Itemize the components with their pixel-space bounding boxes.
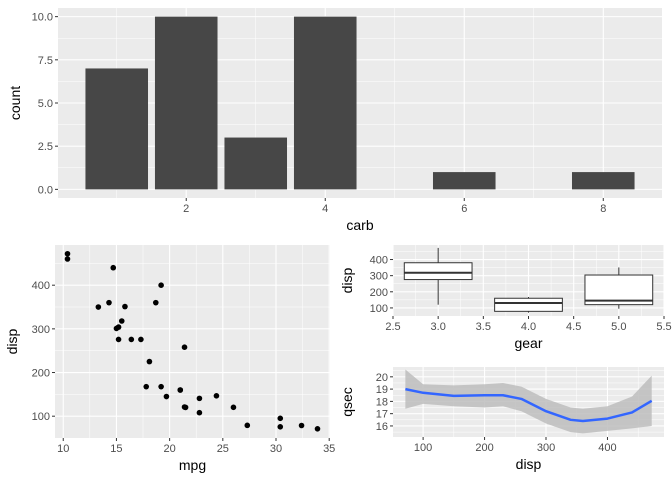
x-tick-label: 25 [217, 443, 229, 455]
point [158, 282, 164, 288]
point [113, 325, 120, 332]
panel-background [55, 245, 330, 438]
point [64, 256, 71, 262]
y-tick-label: 200 [370, 287, 388, 299]
y-axis-title: disp [339, 267, 355, 293]
point [143, 383, 150, 390]
y-tick-label: 17 [376, 409, 388, 421]
smooth-line [405, 387, 653, 423]
y-tick-label: 20 [376, 372, 388, 384]
y-tick-label: 400 [370, 255, 388, 267]
x-tick-label: 4.5 [566, 321, 581, 333]
y-tick-label: 7.5 [38, 55, 53, 67]
x-tick-label: 400 [598, 442, 616, 454]
x-tick-label: 5.0 [611, 321, 626, 333]
point [64, 250, 71, 257]
x-axis-title: gear [514, 335, 542, 351]
x-tick-label: 2 [183, 203, 189, 215]
x-tick-label: 20 [164, 443, 176, 455]
y-tick-label: 400 [32, 280, 50, 292]
x-tick-label: 6 [461, 203, 467, 215]
chart-2: 2.5 3.0 3.5 4.0 4.5 5.0 5.5 100 200 300 400 gear dis… [339, 245, 672, 351]
point [146, 358, 153, 365]
point [230, 404, 237, 411]
x-tick-label: 100 [414, 442, 432, 454]
x-axis-title: disp [516, 456, 542, 472]
y-tick-label: 200 [32, 368, 50, 380]
point [118, 318, 125, 324]
x-tick-label: 8 [600, 203, 606, 215]
bar [293, 16, 357, 190]
y-axis-title: count [7, 86, 23, 120]
point [163, 393, 170, 400]
bar [154, 16, 218, 190]
x-tick-label: 15 [110, 443, 122, 455]
point [128, 336, 135, 343]
x-tick-label: 3.0 [431, 321, 446, 333]
x-axis-title: mpg [179, 457, 206, 473]
y-tick-label: 0.0 [38, 184, 53, 196]
x-tick-label: 3.5 [476, 321, 491, 333]
point [244, 422, 251, 429]
point [181, 344, 188, 350]
point [106, 299, 112, 306]
point [95, 304, 102, 310]
chart-1: 10 15 20 25 30 35 100 200 300 400 mpg disp [4, 245, 335, 473]
point [196, 395, 203, 402]
x-tick-label: 4 [322, 203, 328, 215]
point [213, 392, 220, 399]
y-tick-label: 100 [370, 303, 388, 315]
point [277, 415, 284, 422]
y-tick-label: 16 [376, 421, 388, 433]
x-tick-label: 2.5 [385, 321, 400, 333]
point [196, 409, 203, 416]
box [403, 262, 473, 281]
y-tick-label: 19 [376, 384, 388, 396]
x-tick-label: 30 [270, 443, 282, 455]
x-tick-label: 35 [323, 443, 335, 455]
x-axis-title: carb [346, 217, 373, 233]
point [177, 387, 184, 393]
y-tick-label: 300 [370, 271, 388, 283]
point [110, 264, 117, 271]
y-axis-title: qsec [339, 387, 355, 417]
point [152, 299, 159, 306]
x-tick-label: 10 [57, 443, 69, 455]
y-tick-label: 5.0 [38, 98, 53, 110]
y-axis-title: disp [4, 328, 20, 354]
bar [571, 172, 635, 190]
x-tick-label: 200 [475, 442, 493, 454]
point [314, 426, 321, 432]
point [181, 404, 188, 410]
bar [432, 172, 496, 190]
y-tick-label: 300 [32, 324, 50, 336]
point [138, 336, 144, 343]
x-tick-label: 4.0 [521, 321, 536, 333]
y-tick-label: 10.0 [32, 12, 53, 24]
point [115, 336, 122, 343]
point [122, 303, 128, 310]
y-tick-label: 2.5 [38, 141, 53, 153]
x-tick-label: 5.5 [656, 321, 671, 333]
y-tick-label: 18 [376, 396, 388, 408]
bar [224, 137, 288, 190]
box [494, 297, 563, 312]
point [277, 423, 284, 430]
x-tick-label: 300 [537, 442, 555, 454]
point [298, 422, 305, 429]
bar [85, 68, 149, 190]
point [158, 383, 164, 390]
chart-0: 2 4 6 8 0.0 2.5 5.0 7.5 10.0 carb count [7, 8, 662, 233]
y-tick-label: 100 [32, 411, 50, 423]
